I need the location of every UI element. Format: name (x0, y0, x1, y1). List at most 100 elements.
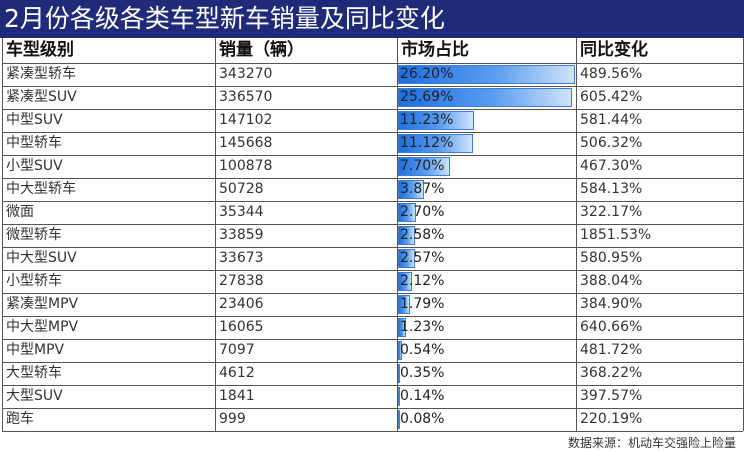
grid-line (2, 385, 743, 386)
segment-cell: 紧凑型MPV (6, 296, 79, 312)
sales-cell: 16065 (219, 319, 264, 335)
grid-line (2, 109, 743, 110)
grid-line (2, 293, 743, 294)
segment-cell: 微面 (6, 204, 34, 220)
share-label: 2.57% (400, 250, 445, 266)
share-label: 26.20% (400, 66, 454, 82)
sales-cell: 1841 (219, 388, 255, 404)
share-label: 2.70% (400, 204, 445, 220)
grid-line (2, 38, 3, 431)
sales-cell: 999 (219, 411, 246, 427)
column-header: 市场占比 (401, 40, 469, 60)
grid-line (2, 224, 743, 225)
grid-line (2, 408, 743, 409)
grid-line (2, 362, 743, 363)
share-bar (398, 295, 411, 314)
segment-cell: 跑车 (6, 411, 34, 427)
share-bar (398, 65, 575, 84)
segment-cell: 中大型SUV (6, 250, 77, 266)
grid-line (2, 155, 743, 156)
sales-cell: 35344 (219, 204, 264, 220)
yoy-cell: 467.30% (580, 158, 643, 174)
sales-cell: 33673 (219, 250, 264, 266)
yoy-cell: 388.04% (580, 273, 643, 289)
share-label: 0.54% (400, 342, 445, 358)
share-label: 11.12% (400, 135, 454, 151)
yoy-cell: 584.13% (580, 181, 643, 197)
share-bar (398, 88, 572, 107)
share-label: 1.23% (400, 319, 445, 335)
sales-cell: 147102 (219, 112, 273, 128)
share-label: 11.23% (400, 112, 454, 128)
segment-cell: 微型轿车 (6, 227, 62, 243)
column-header: 销量（辆） (219, 40, 304, 60)
segment-cell: 小型轿车 (6, 273, 62, 289)
segment-cell: 中型SUV (6, 112, 63, 128)
yoy-cell: 580.95% (580, 250, 643, 266)
share-bar (398, 111, 474, 130)
share-bar (398, 272, 413, 291)
segment-cell: 大型SUV (6, 388, 63, 404)
share-bar (398, 180, 425, 199)
chart-title: 2月份各级各类车型新车销量及同比变化 (0, 0, 744, 38)
share-label: 2.58% (400, 227, 445, 243)
grid-line (576, 38, 577, 431)
share-bar (398, 157, 451, 176)
grid-line (2, 132, 743, 133)
sales-cell: 23406 (219, 296, 264, 312)
share-label: 7.70% (400, 158, 445, 174)
sales-cell: 336570 (219, 89, 273, 105)
share-label: 25.69% (400, 89, 454, 105)
grid-line (2, 431, 743, 432)
yoy-cell: 368.22% (580, 365, 643, 381)
share-bar (398, 249, 416, 268)
column-header: 车型级别 (6, 40, 74, 60)
share-bar (398, 387, 400, 406)
segment-cell: 中型MPV (6, 342, 65, 358)
yoy-cell: 220.19% (580, 411, 643, 427)
share-bar (398, 134, 474, 153)
share-bar (398, 364, 401, 383)
share-bar (398, 318, 407, 337)
segment-cell: 紧凑型轿车 (6, 66, 76, 82)
yoy-cell: 506.32% (580, 135, 643, 151)
segment-cell: 中型轿车 (6, 135, 62, 151)
yoy-cell: 489.56% (580, 66, 643, 82)
share-label: 0.35% (400, 365, 445, 381)
column-header: 同比变化 (580, 40, 648, 60)
segment-cell: 紧凑型SUV (6, 89, 77, 105)
grid-line (2, 247, 743, 248)
yoy-cell: 322.17% (580, 204, 643, 220)
share-bar (398, 341, 402, 360)
sales-cell: 27838 (219, 273, 264, 289)
grid-line (2, 178, 743, 179)
share-bar (398, 226, 416, 245)
yoy-cell: 481.72% (580, 342, 643, 358)
grid-line (2, 339, 743, 340)
grid-line (2, 270, 743, 271)
grid-line (397, 38, 398, 431)
grid-line (2, 63, 743, 64)
yoy-cell: 1851.53% (580, 227, 652, 243)
data-source-note: 数据来源：机动车交强险上险量 (567, 436, 736, 450)
grid-line (2, 86, 743, 87)
yoy-cell: 640.66% (580, 319, 643, 335)
segment-cell: 中大型轿车 (6, 181, 76, 197)
yoy-cell: 605.42% (580, 89, 643, 105)
yoy-cell: 384.90% (580, 296, 643, 312)
segment-cell: 中大型MPV (6, 319, 79, 335)
yoy-cell: 397.57% (580, 388, 643, 404)
sales-cell: 100878 (219, 158, 273, 174)
grid-line (215, 38, 216, 431)
sales-cell: 145668 (219, 135, 273, 151)
share-label: 2.12% (400, 273, 445, 289)
share-bar (398, 203, 417, 222)
share-label: 0.14% (400, 388, 445, 404)
sales-cell: 343270 (219, 66, 273, 82)
grid-line (2, 201, 743, 202)
segment-cell: 大型轿车 (6, 365, 62, 381)
share-label: 0.08% (400, 411, 445, 427)
share-bar (398, 410, 400, 429)
sales-cell: 33859 (219, 227, 264, 243)
